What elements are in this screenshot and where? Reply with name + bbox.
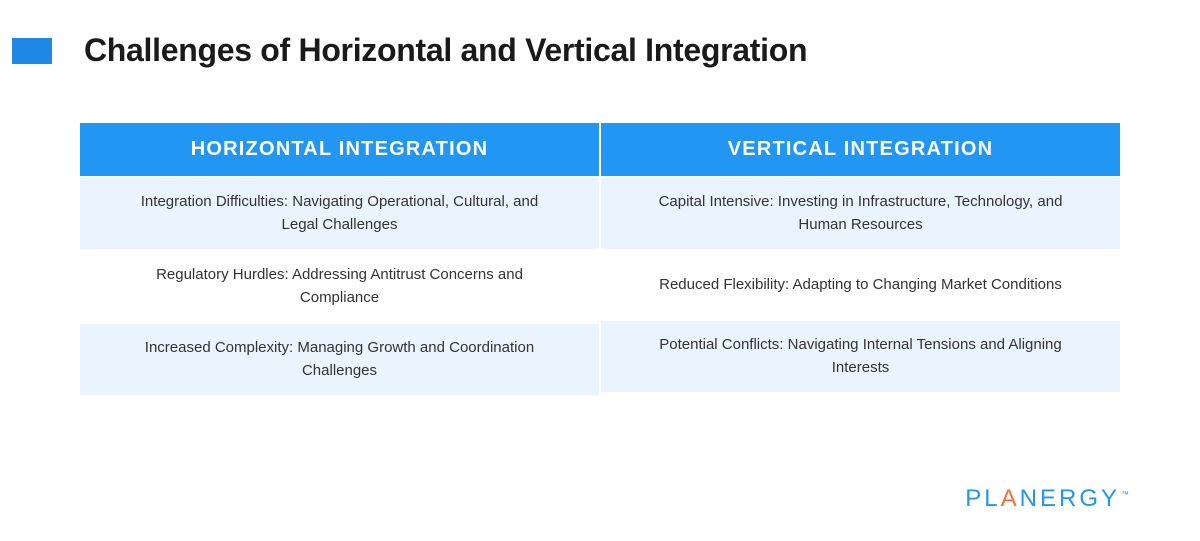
logo-tm: ™ bbox=[1121, 490, 1132, 499]
column-header-horizontal: HORIZONTAL INTEGRATION bbox=[80, 123, 599, 176]
accent-bar bbox=[12, 38, 52, 64]
brand-logo: PLANERGY™ bbox=[965, 485, 1132, 513]
logo-part-2: NERGY bbox=[1020, 485, 1120, 512]
page-title: Challenges of Horizontal and Vertical In… bbox=[84, 32, 807, 69]
logo-part-accent: A bbox=[1001, 485, 1020, 512]
table-row: Potential Conflicts: Navigating Internal… bbox=[601, 321, 1120, 392]
table-row: Reduced Flexibility: Adapting to Changin… bbox=[601, 251, 1120, 319]
header-section: Challenges of Horizontal and Vertical In… bbox=[0, 0, 1200, 69]
table-row: Capital Intensive: Investing in Infrastr… bbox=[601, 178, 1120, 249]
logo-part-1: PL bbox=[965, 485, 1000, 512]
table-row: Regulatory Hurdles: Addressing Antitrust… bbox=[80, 251, 599, 322]
column-vertical: VERTICAL INTEGRATION Capital Intensive: … bbox=[601, 123, 1120, 395]
column-horizontal: HORIZONTAL INTEGRATION Integration Diffi… bbox=[80, 123, 599, 395]
table-row: Integration Difficulties: Navigating Ope… bbox=[80, 178, 599, 249]
comparison-table: HORIZONTAL INTEGRATION Integration Diffi… bbox=[80, 123, 1120, 395]
table-row: Increased Complexity: Managing Growth an… bbox=[80, 324, 599, 395]
column-header-vertical: VERTICAL INTEGRATION bbox=[601, 123, 1120, 176]
logo-text: PLANERGY™ bbox=[965, 485, 1132, 513]
